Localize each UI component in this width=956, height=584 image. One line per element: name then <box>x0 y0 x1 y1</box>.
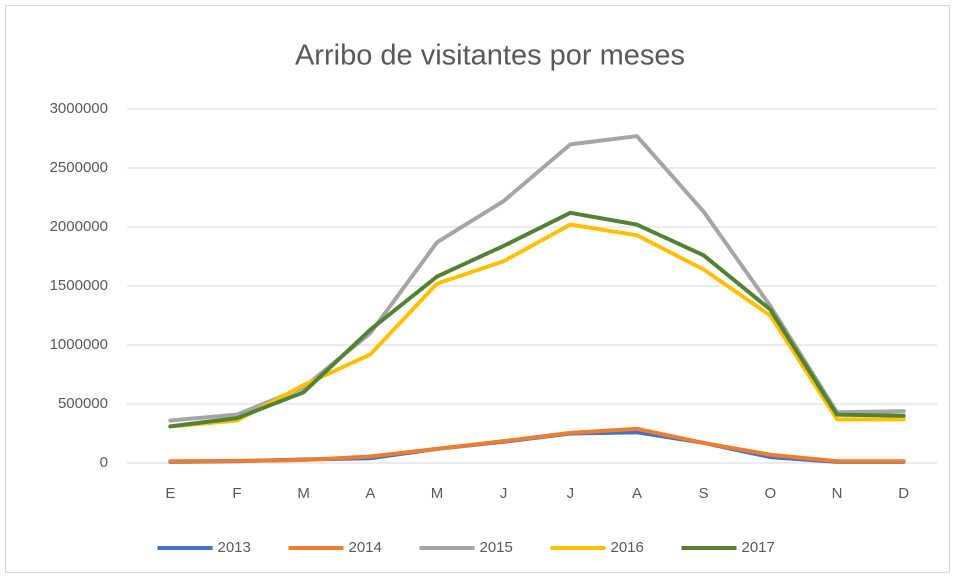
y-tick-label: 1000000 <box>50 336 108 353</box>
series-line <box>168 222 906 429</box>
x-tick-label: M <box>297 485 310 502</box>
x-tick-label: M <box>431 485 444 502</box>
legend-label: 2015 <box>480 539 513 556</box>
x-tick-label: J <box>500 485 508 502</box>
x-tick-label: E <box>165 485 175 502</box>
legend-label: 2014 <box>349 539 382 556</box>
x-tick-label: N <box>832 485 843 502</box>
series-line <box>168 210 906 429</box>
x-tick-label: J <box>567 485 575 502</box>
x-tick-label: S <box>699 485 709 502</box>
legend-label: 2017 <box>742 539 775 556</box>
y-tick-label: 3000000 <box>50 100 108 117</box>
x-tick-label: O <box>764 485 776 502</box>
chart-frame <box>5 5 950 573</box>
y-tick-label: 500000 <box>58 395 108 412</box>
y-tick-label: 2000000 <box>50 218 108 235</box>
series-line <box>168 426 906 464</box>
x-tick-label: A <box>632 485 642 502</box>
y-tick-label: 1500000 <box>50 277 108 294</box>
y-tick-label: 2500000 <box>50 159 108 176</box>
y-tick-label: 0 <box>100 454 108 471</box>
chart-title: Arribo de visitantes por meses <box>295 40 685 72</box>
x-tick-label: A <box>365 485 375 502</box>
x-tick-label: F <box>232 485 241 502</box>
legend-label: 2016 <box>611 539 644 556</box>
x-tick-label: D <box>898 485 909 502</box>
legend-label: 2013 <box>218 539 251 556</box>
